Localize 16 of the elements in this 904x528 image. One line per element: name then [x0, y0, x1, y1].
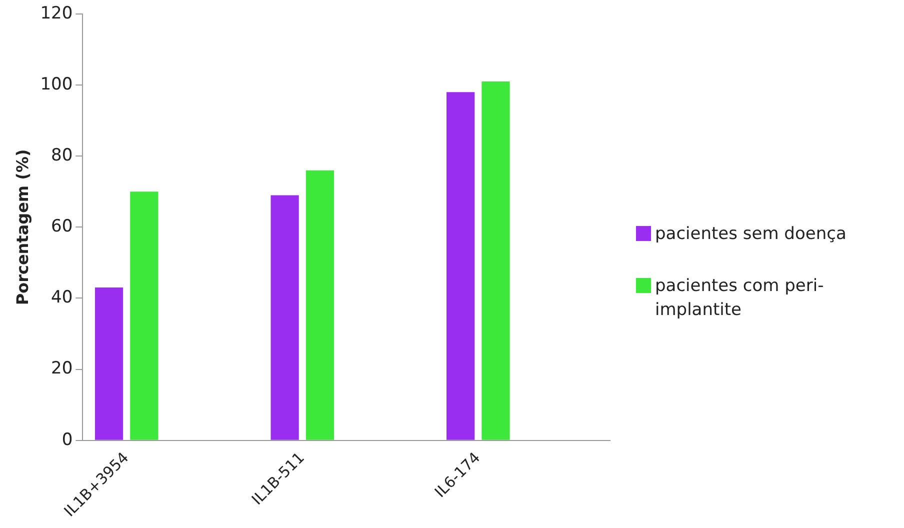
y-tick-label: 40: [51, 288, 73, 308]
y-tick-label: 80: [51, 146, 73, 166]
bar: [482, 82, 510, 440]
bar: [94, 288, 124, 440]
bar: [130, 192, 158, 440]
y-tick-label: 20: [51, 358, 73, 379]
y-axis-title: Porcentagem (%): [12, 149, 32, 306]
bar: [446, 92, 475, 440]
y-tick-label: 0: [62, 430, 73, 450]
bar: [306, 170, 334, 440]
legend-label: pacientes com peri-implantite: [655, 275, 825, 322]
y-tick-label: 100: [40, 74, 73, 94]
y-tick-label: 60: [51, 216, 73, 237]
bar: [270, 195, 299, 440]
y-tick-label: 120: [40, 3, 73, 24]
legend-label: pacientes sem doença: [655, 223, 846, 246]
